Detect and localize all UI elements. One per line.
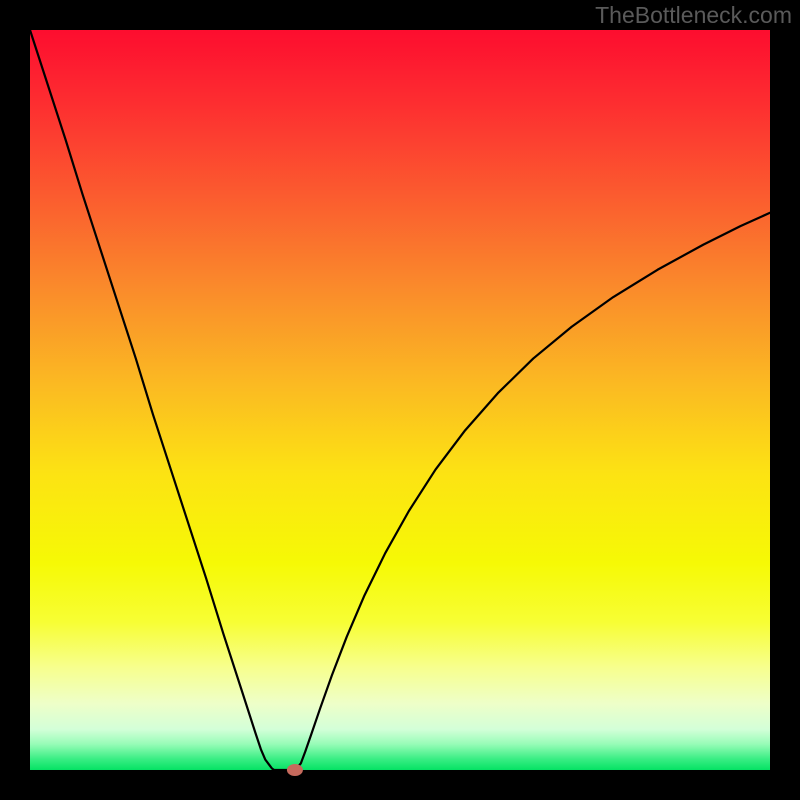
- chart-stage: TheBottleneck.com: [0, 0, 800, 800]
- bottleneck-chart-svg: [0, 0, 800, 800]
- optimal-point-marker: [287, 764, 303, 776]
- watermark-text: TheBottleneck.com: [595, 2, 792, 29]
- plot-background-gradient: [30, 30, 770, 770]
